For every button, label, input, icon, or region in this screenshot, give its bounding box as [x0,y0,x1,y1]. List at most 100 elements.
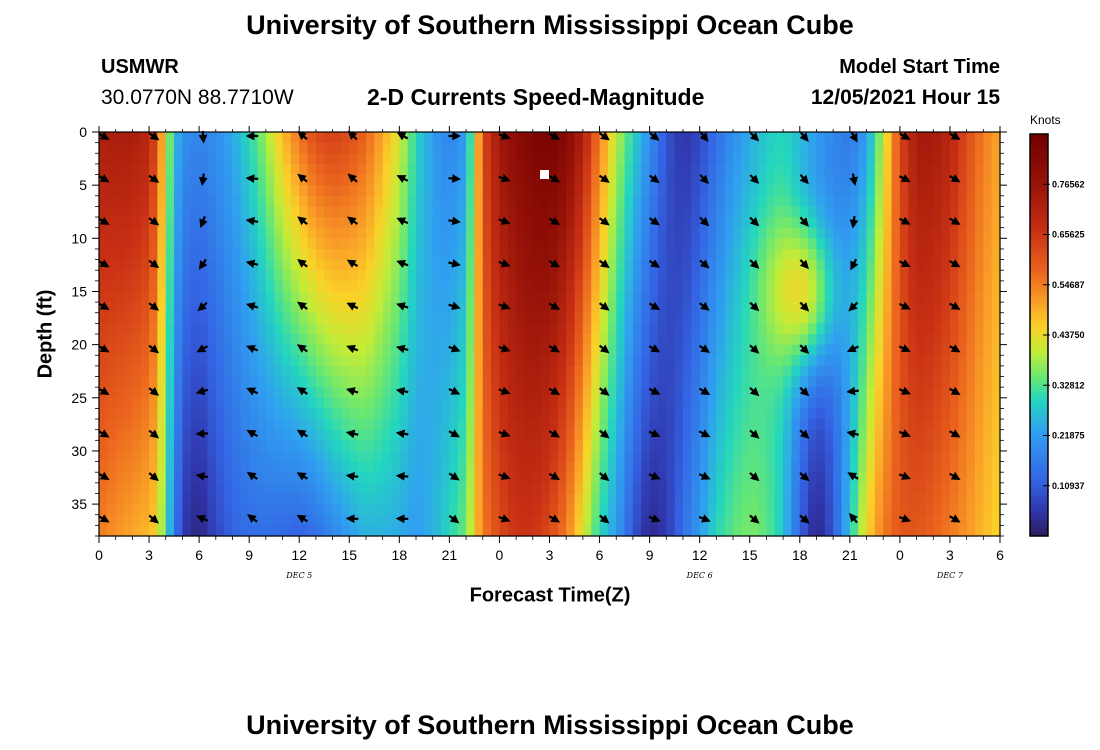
heatmap-cell [783,493,793,505]
heatmap-cell [574,355,584,367]
heatmap-cell [724,482,734,495]
heatmap-cell [591,429,601,441]
heatmap-cell [816,472,826,484]
current-vector-arrow [598,472,610,482]
heatmap-cell [916,195,926,208]
heatmap-cell [758,312,767,324]
heatmap-cell [332,514,342,526]
heatmap-cell [207,206,217,218]
heatmap-cell [199,270,209,282]
heatmap-cell [265,397,275,410]
heatmap-cell [866,387,876,399]
heatmap-cell [449,206,459,218]
heatmap-cell [257,280,267,293]
heatmap-cell [157,323,167,335]
heatmap-cell [466,142,476,154]
heatmap-cell [716,259,726,271]
heatmap-cell [774,376,784,388]
heatmap-cell [808,504,818,516]
heatmap-cell [874,387,884,399]
heatmap-cell [457,238,467,250]
heatmap-cell [240,493,250,505]
heatmap-cell [983,270,993,282]
heatmap-cell [933,504,943,516]
heatmap-cell [532,482,542,495]
heatmap-cell [315,493,325,505]
heatmap-cell [332,153,342,165]
current-vector-arrow [698,471,711,480]
heatmap-cell [449,174,459,186]
heatmap-cell [699,355,709,367]
heatmap-cell [249,270,259,282]
heatmap-cell [933,227,943,239]
heatmap-cell [474,302,484,314]
current-vector-arrow [598,344,610,354]
heatmap-cell [215,323,225,335]
heatmap-cell [749,291,759,303]
heatmap-cell [791,397,801,410]
heatmap-cell [524,312,534,324]
heatmap-cell [374,334,384,346]
heatmap-cell [474,429,484,441]
heatmap-cell [632,397,642,410]
heatmap-cell [983,132,993,144]
heatmap-cell [891,312,901,324]
current-vector-arrow [898,301,911,310]
heatmap-cell [215,312,225,324]
heatmap-cell [240,397,250,410]
x-tick-label: 6 [996,547,1004,563]
heatmap-cell [282,132,292,144]
heatmap-cell [866,493,876,505]
colorbar-segment [1030,355,1048,360]
heatmap-cell [833,227,843,239]
heatmap-cell [424,153,434,165]
heatmap-cell [424,323,434,335]
heatmap-cell [916,291,926,303]
date-label: DEC 6 [686,571,713,580]
y-tick-label: 20 [71,337,87,353]
heatmap-cell [808,142,818,154]
heatmap-cell [666,450,676,463]
heatmap-cell [949,440,959,452]
heatmap-cell [991,227,1001,239]
heatmap-cell [691,344,701,356]
heatmap-cell [474,450,484,463]
heatmap-cell [632,525,642,537]
heatmap-cell [424,397,434,410]
heatmap-cell [507,312,517,324]
heatmap-cell [482,163,492,176]
heatmap-cell [574,461,584,473]
heatmap-cell [691,514,701,526]
heatmap-cell [274,291,284,303]
colorbar-segment [1030,383,1048,388]
heatmap-cell [541,408,551,420]
heatmap-cell [466,217,476,229]
heatmap-cell [891,248,901,261]
heatmap-cell [240,514,250,526]
heatmap-cell [299,365,309,378]
heatmap-cell [315,153,325,165]
heatmap-cell [324,387,334,399]
heatmap-cell [265,344,275,356]
heatmap-cell [274,163,284,176]
heatmap-cell [491,387,501,399]
heatmap-cell [340,238,350,250]
heatmap-cell [858,493,868,505]
heatmap-cell [891,493,901,505]
heatmap-cell [349,312,359,324]
heatmap-cell [257,472,267,484]
heatmap-cell [908,323,918,335]
heatmap-cell [908,132,918,144]
heatmap-cell [607,493,617,505]
heatmap-cell [657,387,667,399]
heatmap-cell [274,387,284,399]
heatmap-cell [449,227,459,239]
heatmap-cell [991,195,1001,208]
heatmap-cell [716,270,726,282]
heatmap-cell [657,472,667,484]
heatmap-cell [799,280,809,293]
heatmap-cell [657,291,667,303]
colorbar-segment [1030,491,1048,497]
heatmap-cell [566,142,576,154]
colorbar-segment [1030,258,1048,264]
